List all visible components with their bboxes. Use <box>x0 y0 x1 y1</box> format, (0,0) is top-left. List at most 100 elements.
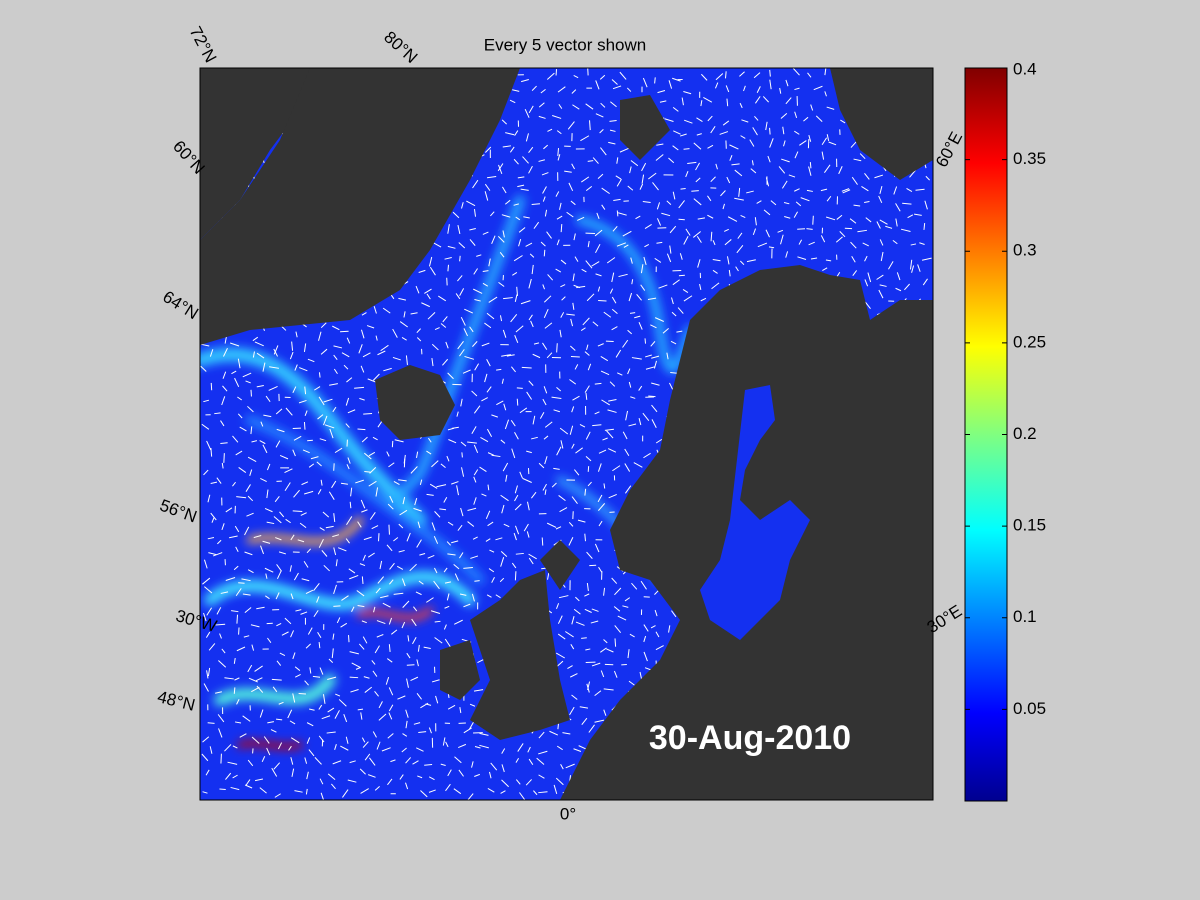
vector <box>446 455 450 462</box>
vector <box>406 678 409 688</box>
vector <box>491 454 501 458</box>
vector <box>768 246 775 249</box>
land <box>200 68 933 800</box>
vector <box>643 635 647 643</box>
vector <box>305 589 314 594</box>
vector <box>538 115 546 119</box>
vector <box>383 367 392 372</box>
vector <box>585 648 591 651</box>
vector <box>388 462 395 468</box>
vector <box>236 646 246 652</box>
vector <box>292 510 303 512</box>
vector <box>263 414 272 418</box>
vector <box>671 311 677 317</box>
vector <box>444 257 452 260</box>
vector <box>603 639 608 644</box>
vector <box>763 209 771 216</box>
vector <box>600 147 607 156</box>
vector <box>281 325 287 331</box>
vector <box>327 707 335 713</box>
vector <box>672 279 680 286</box>
vector <box>679 253 683 260</box>
vector <box>557 633 566 640</box>
vector <box>245 484 251 492</box>
vector <box>208 643 216 651</box>
vector <box>828 141 837 146</box>
vector <box>276 623 282 627</box>
vector <box>259 440 266 445</box>
vector <box>743 85 746 92</box>
vector <box>224 744 232 752</box>
vector <box>500 550 508 557</box>
vector <box>528 758 534 765</box>
vector <box>256 606 265 610</box>
vector <box>628 381 632 388</box>
vector <box>314 757 322 765</box>
vector <box>707 115 713 122</box>
vector <box>700 100 703 107</box>
vector <box>458 743 467 749</box>
vector <box>300 611 308 615</box>
vector <box>540 88 546 94</box>
vector <box>433 242 442 248</box>
vector <box>464 308 474 314</box>
vector <box>551 396 562 400</box>
vector <box>542 342 548 350</box>
vector <box>861 185 869 192</box>
vector <box>347 779 357 783</box>
vector <box>291 341 294 351</box>
vector <box>445 741 449 748</box>
vector <box>587 240 590 248</box>
vector <box>242 593 251 596</box>
vector <box>925 175 930 181</box>
vector <box>220 420 225 427</box>
vector <box>357 605 365 608</box>
vector <box>595 113 604 118</box>
vector <box>571 694 578 700</box>
vector <box>594 229 603 237</box>
vector <box>328 658 334 663</box>
vector <box>542 284 546 290</box>
vector <box>266 747 271 756</box>
vector <box>419 479 423 486</box>
vector <box>510 314 518 323</box>
vector <box>505 474 508 482</box>
vector <box>213 552 223 557</box>
vector <box>205 631 211 638</box>
vector <box>368 451 376 457</box>
vector <box>576 285 586 289</box>
vector <box>476 254 482 257</box>
vector <box>490 762 498 771</box>
vector <box>442 737 446 746</box>
vector <box>696 117 703 122</box>
vector <box>345 423 350 428</box>
vector <box>333 547 337 556</box>
vector <box>592 321 599 327</box>
vector <box>304 757 308 764</box>
vector <box>617 615 627 621</box>
vector <box>739 260 745 266</box>
vector <box>586 293 595 302</box>
vector <box>609 129 616 132</box>
vector <box>628 292 633 302</box>
vector <box>726 98 729 107</box>
vector <box>783 202 790 205</box>
vector <box>651 382 660 386</box>
vector <box>497 235 505 243</box>
lat-label: 64°N <box>159 287 201 323</box>
vector <box>390 759 396 763</box>
vector <box>250 426 253 435</box>
vector <box>309 667 312 674</box>
vector <box>555 191 560 197</box>
vector <box>524 109 530 118</box>
vector <box>571 406 575 413</box>
vector <box>318 372 321 378</box>
vector <box>435 695 439 704</box>
vector <box>750 168 757 174</box>
vector <box>574 469 580 476</box>
vector <box>601 204 606 210</box>
vector <box>299 522 307 528</box>
vector <box>570 318 574 327</box>
vector <box>851 255 856 263</box>
vector <box>389 562 395 570</box>
